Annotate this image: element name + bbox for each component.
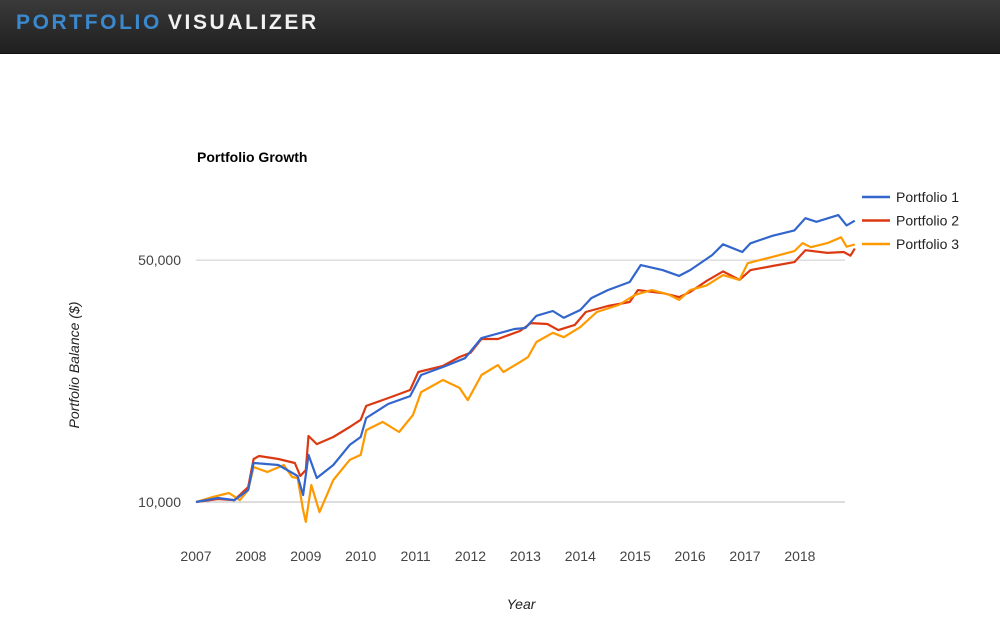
x-tick-label: 2010: [345, 548, 376, 564]
legend-item-portfolio-1[interactable]: Portfolio 1: [862, 189, 959, 205]
x-tick-label: 2007: [180, 548, 211, 564]
x-tick-label: 2015: [620, 548, 651, 564]
app-header: PORTFOLIO VISUALIZER: [0, 0, 1000, 54]
x-tick-label: 2012: [455, 548, 486, 564]
chart-title: Portfolio Growth: [197, 149, 307, 165]
legend-item-portfolio-3[interactable]: Portfolio 3: [862, 236, 959, 252]
brand-part2: VISUALIZER: [167, 11, 319, 34]
legend-item-portfolio-2[interactable]: Portfolio 2: [862, 213, 959, 229]
x-tick-label: 2018: [784, 548, 815, 564]
legend-label: Portfolio 1: [896, 189, 959, 205]
x-tick-label: 2017: [729, 548, 760, 564]
legend-label: Portfolio 2: [896, 213, 959, 229]
x-axis-label: Year: [507, 596, 537, 612]
brand-part1: PORTFOLIO: [16, 11, 162, 34]
x-tick-label: 2014: [565, 548, 596, 564]
x-tick-label: 2011: [401, 548, 431, 564]
series-line-portfolio-3[interactable]: [195, 236, 856, 524]
series-line-portfolio-1[interactable]: [195, 214, 856, 504]
legend-label: Portfolio 3: [896, 236, 959, 252]
brand-logo[interactable]: PORTFOLIO VISUALIZER: [16, 11, 319, 35]
y-axis-label: Portfolio Balance ($): [66, 302, 82, 429]
y-tick-label: 50,000: [138, 252, 181, 268]
series-line-portfolio-2[interactable]: [195, 248, 856, 504]
y-tick-label: 10,000: [138, 494, 181, 510]
x-tick-label: 2016: [675, 548, 706, 564]
x-tick-label: 2013: [510, 548, 541, 564]
x-tick-label: 2009: [290, 548, 321, 564]
x-tick-label: 2008: [235, 548, 266, 564]
